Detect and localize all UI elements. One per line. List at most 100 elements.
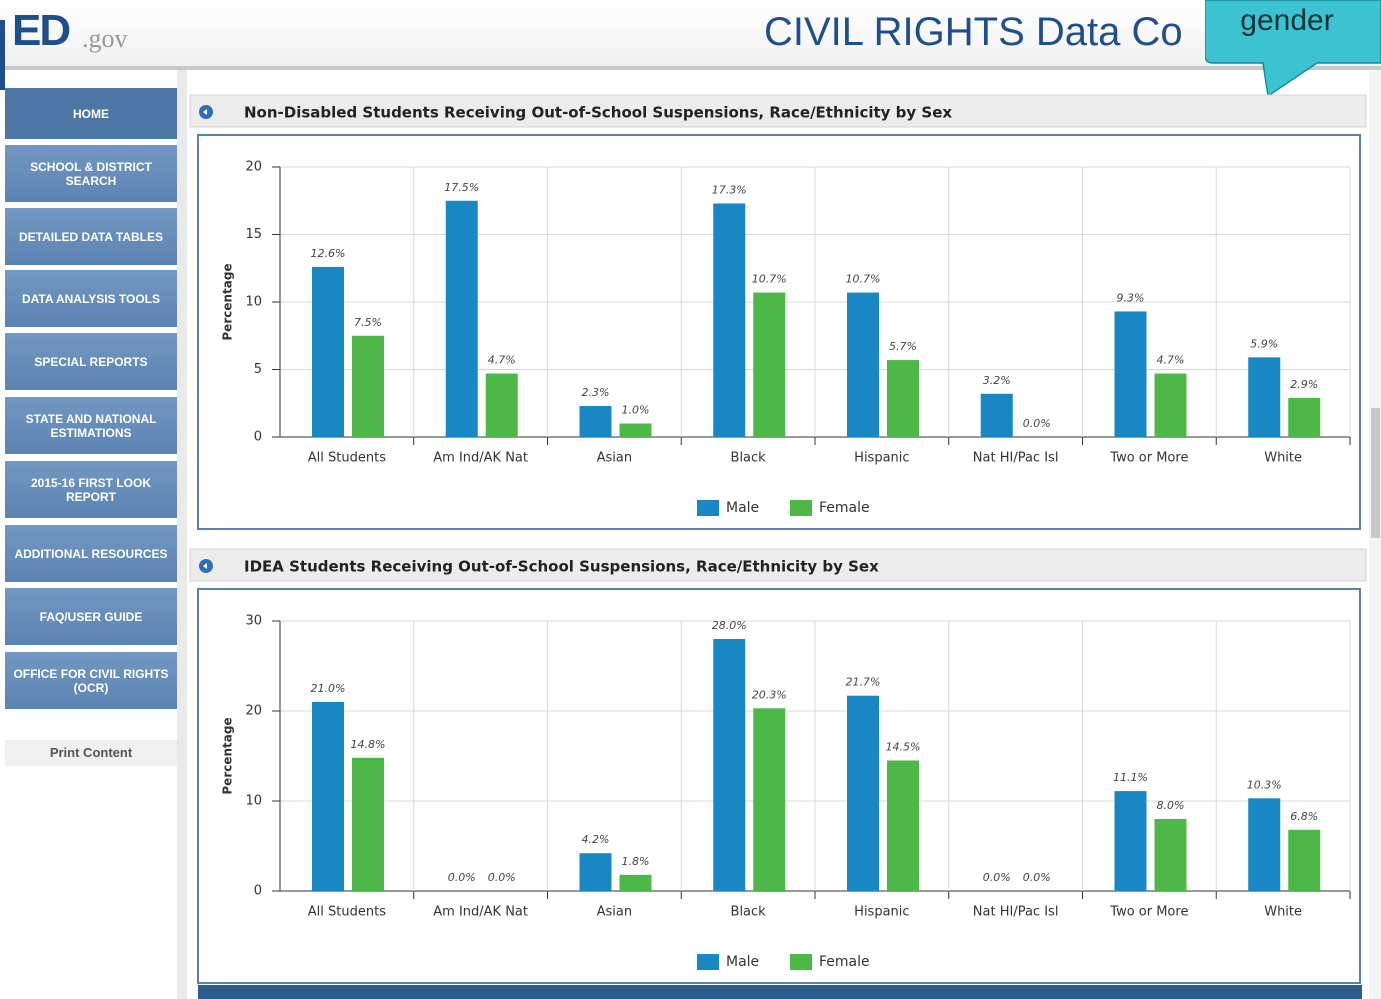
legend-swatch: [697, 954, 719, 970]
data-label: 17.3%: [712, 183, 747, 196]
panel-header: [189, 548, 1367, 582]
site-title: CIVIL RIGHTS Data Co: [764, 10, 1183, 54]
data-label: 2.3%: [582, 386, 610, 399]
nav-item[interactable]: SCHOOL & DISTRICT SEARCH: [5, 145, 177, 205]
data-label: 1.0%: [622, 404, 650, 417]
bar: [485, 373, 518, 437]
scroll-thumb[interactable]: [1371, 408, 1380, 538]
data-label: 0.0%: [488, 871, 516, 884]
data-label: 4.7%: [488, 354, 516, 367]
bar: [312, 266, 344, 437]
y-axis-label: Percentage: [221, 263, 235, 340]
bar: [847, 695, 879, 891]
bar: [887, 760, 919, 891]
x-tick-label: White: [1264, 451, 1302, 466]
data-label: 5.7%: [889, 340, 917, 353]
bar: [579, 853, 612, 891]
data-label: 4.7%: [1157, 354, 1185, 367]
nav-item[interactable]: OFFICE FOR CIVIL RIGHTS (OCR): [5, 652, 177, 712]
x-tick-label: Nat HI/Pac Isl: [973, 905, 1059, 920]
bar: [445, 200, 478, 437]
bar: [713, 639, 746, 891]
bar: [753, 292, 786, 437]
y-tick-label: 20: [245, 704, 262, 719]
chart-panel: Non-Disabled Students Receiving Out-of-S…: [189, 94, 1367, 530]
y-tick-label: 10: [245, 794, 262, 809]
bar: [352, 335, 384, 437]
nav-item[interactable]: HOME: [5, 88, 177, 142]
logo[interactable]: ED: [12, 6, 71, 55]
bar: [1154, 819, 1187, 891]
bar: [1288, 397, 1321, 437]
x-tick-label: Black: [731, 451, 767, 466]
nav-item[interactable]: 2015-16 FIRST LOOK REPORT: [5, 461, 177, 521]
panel-title: Non-Disabled Students Receiving Out-of-S…: [244, 104, 952, 122]
collapse-arrow: [203, 563, 207, 569]
data-label: 8.0%: [1157, 799, 1185, 812]
x-tick-label: All Students: [308, 905, 386, 920]
bar: [753, 708, 786, 891]
y-tick-label: 10: [245, 295, 262, 310]
x-tick-label: Two or More: [1109, 905, 1188, 920]
bar: [1288, 829, 1321, 891]
bar: [1114, 791, 1147, 891]
bar: [847, 292, 879, 437]
y-tick-label: 30: [245, 614, 262, 629]
nav-item[interactable]: DETAILED DATA TABLES: [5, 208, 177, 268]
legend-swatch: [697, 500, 719, 516]
y-axis-label: Percentage: [221, 717, 235, 794]
data-label: 0.0%: [1023, 871, 1051, 884]
logo-bar: [0, 20, 5, 90]
data-label: 1.8%: [622, 855, 650, 868]
nav-item[interactable]: SPECIAL REPORTS: [5, 333, 177, 393]
bar: [352, 757, 384, 891]
bar: [980, 393, 1013, 437]
data-label: 28.0%: [712, 619, 747, 632]
data-label: 0.0%: [1023, 417, 1051, 430]
panel-title: IDEA Students Receiving Out-of-School Su…: [244, 558, 879, 576]
x-tick-label: Black: [731, 905, 767, 920]
bar: [619, 874, 652, 891]
y-tick-label: 20: [245, 160, 262, 175]
x-tick-label: Hispanic: [854, 905, 909, 920]
x-tick-label: Two or More: [1109, 451, 1188, 466]
panel-header: [189, 94, 1367, 128]
data-label: 5.9%: [1250, 337, 1278, 350]
bar: [619, 423, 652, 437]
data-label: 2.9%: [1290, 378, 1318, 391]
legend-label: Male: [726, 500, 759, 516]
legend-label: Male: [726, 954, 759, 970]
data-label: 10.3%: [1247, 778, 1282, 791]
y-tick-label: 5: [254, 362, 262, 377]
sidebar-edge: [177, 70, 187, 999]
y-tick-label: 0: [254, 430, 262, 445]
data-label: 12.6%: [311, 247, 346, 260]
chart-panel: IDEA Students Receiving Out-of-School Su…: [189, 548, 1367, 984]
x-tick-label: Asian: [597, 905, 632, 920]
bar: [713, 203, 746, 437]
logo-suffix: .gov: [82, 24, 128, 53]
bar: [312, 702, 344, 891]
nav-item[interactable]: DATA ANALYSIS TOOLS: [5, 270, 177, 330]
data-label: 10.7%: [752, 273, 787, 286]
nav-item[interactable]: FAQ/USER GUIDE: [5, 588, 177, 648]
callout-text: gender: [1240, 4, 1333, 37]
legend-label: Female: [819, 500, 870, 516]
print-content[interactable]: Print Content: [5, 740, 177, 766]
x-tick-label: White: [1264, 905, 1302, 920]
x-tick-label: Asian: [597, 451, 632, 466]
data-label: 7.5%: [354, 316, 382, 329]
y-tick-label: 15: [245, 227, 262, 242]
bar: [887, 360, 919, 437]
data-label: 0.0%: [983, 871, 1011, 884]
data-label: 14.8%: [351, 738, 386, 751]
legend-label: Female: [819, 954, 870, 970]
x-tick-label: Hispanic: [854, 451, 909, 466]
data-label: 17.5%: [444, 181, 479, 194]
nav-item[interactable]: STATE AND NATIONAL ESTIMATIONS: [5, 397, 177, 457]
bar: [1154, 373, 1187, 437]
nav-item[interactable]: ADDITIONAL RESOURCES: [5, 525, 177, 585]
next-panel-header: [198, 985, 1362, 999]
x-tick-label: Nat HI/Pac Isl: [973, 451, 1059, 466]
bar: [579, 405, 612, 437]
